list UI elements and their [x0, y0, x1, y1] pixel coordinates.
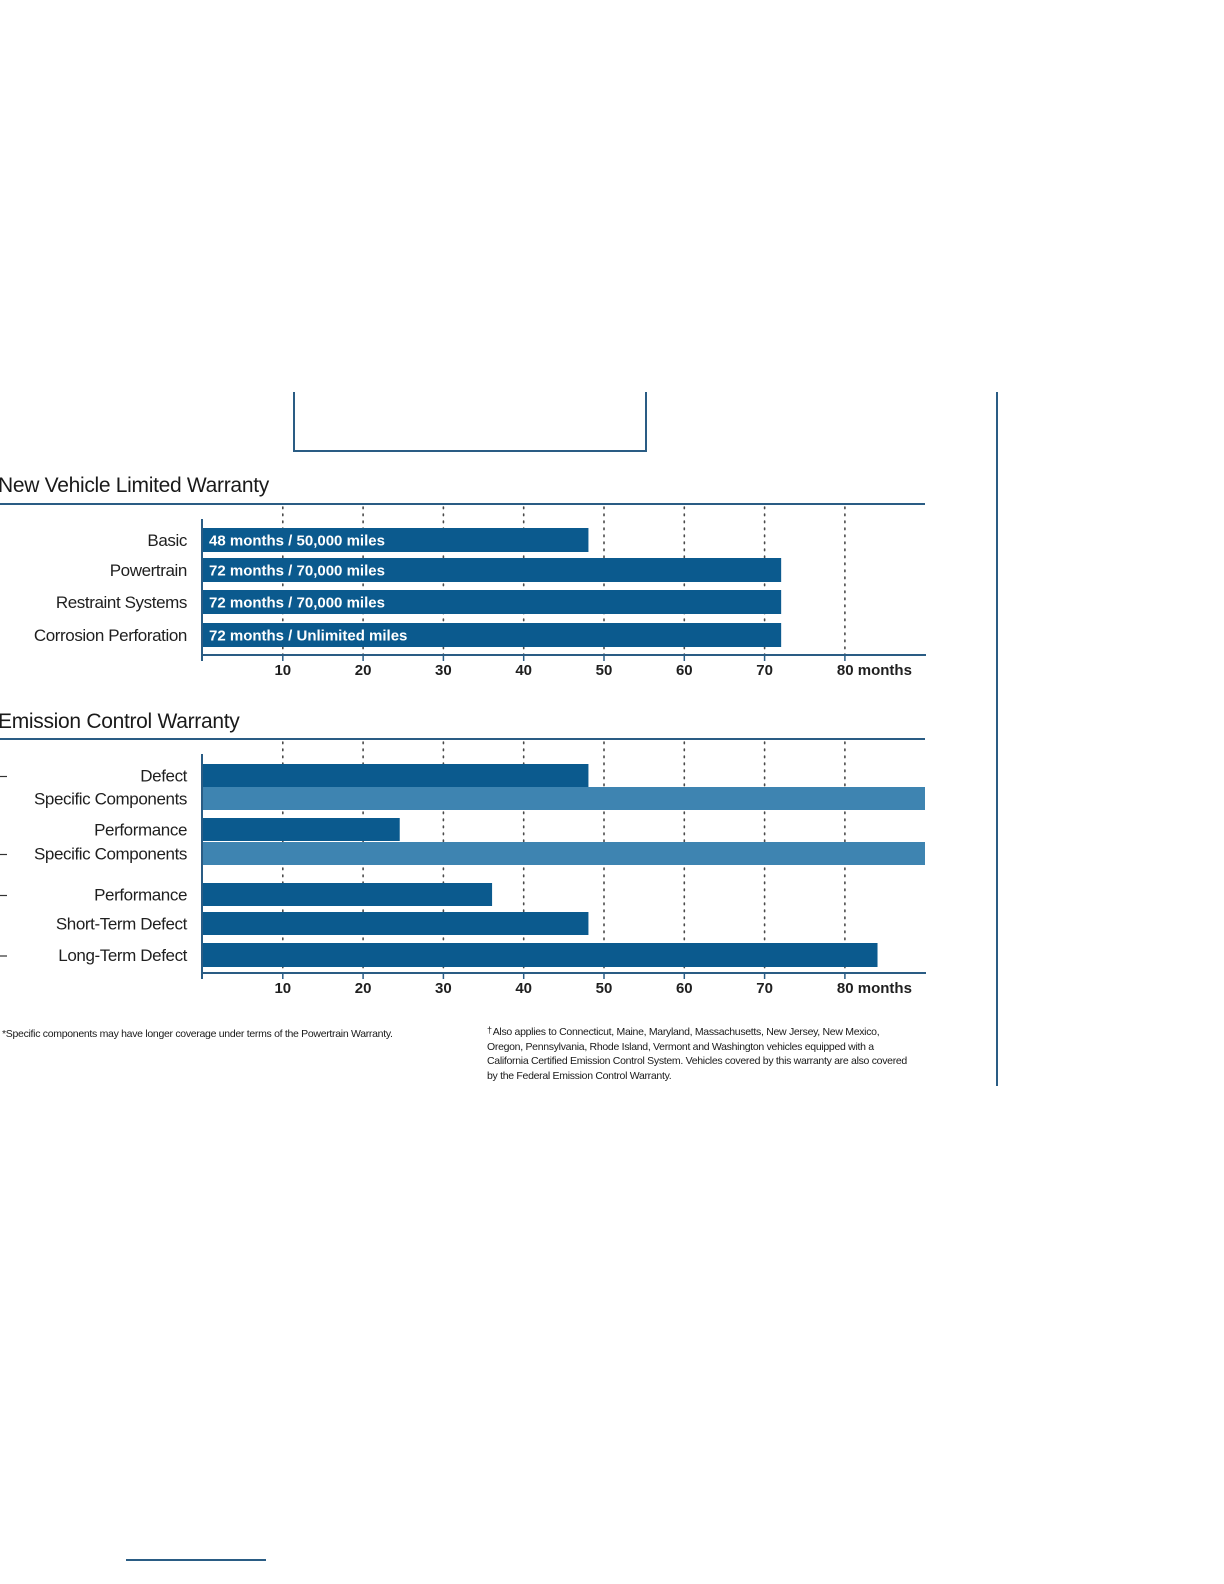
bar-1 — [203, 558, 782, 582]
bar-2 — [203, 590, 782, 614]
bottom-accent-rule — [126, 1559, 266, 1561]
dagger-mark: † — [487, 1025, 492, 1035]
tick-label-10: 10 — [274, 662, 291, 679]
tick-label-40: 40 — [515, 980, 532, 997]
category-label-6: Long-Term Defect — [58, 946, 187, 965]
bar-0 — [203, 764, 589, 787]
tick-label-40: 40 — [515, 662, 532, 679]
bar-6 — [203, 943, 878, 967]
tick-label-50: 50 — [596, 662, 613, 679]
tick-label-10: 10 — [274, 980, 291, 997]
bar-label-2: 72 months / 70,000 miles — [209, 595, 385, 612]
top-bracket-frame — [293, 392, 647, 452]
tick-label-60: 60 — [676, 980, 693, 997]
new-vehicle-warranty-title: New Vehicle Limited Warranty — [0, 474, 269, 497]
category-label-5: Short-Term Defect — [56, 915, 188, 934]
bar-label-3: 72 months / Unlimited miles — [209, 628, 407, 645]
bar-2 — [203, 818, 400, 841]
tick-label-20: 20 — [355, 980, 372, 997]
tick-label-30: 30 — [435, 980, 452, 997]
footnote-states-text: Also applies to Connecticut, Maine, Mary… — [487, 1026, 907, 1082]
emission-title-rule — [0, 738, 925, 740]
category-label-2: Performance — [94, 821, 187, 840]
new-vehicle-title-rule — [0, 503, 925, 505]
footnote-states: †Also applies to Connecticut, Maine, Mar… — [487, 1025, 907, 1083]
emission-warranty-title: Emission Control Warranty — [0, 710, 240, 733]
tick-label-80: 80 months — [837, 980, 912, 997]
tick-label-70: 70 — [756, 980, 773, 997]
category-label-4: Performance — [94, 886, 187, 905]
category-label-1: Powertrain — [110, 561, 187, 580]
bar-4 — [203, 883, 493, 906]
tick-label-70: 70 — [756, 662, 773, 679]
category-label-3: Specific Components — [34, 845, 187, 864]
tick-label-50: 50 — [596, 980, 613, 997]
category-label-1: Specific Components — [34, 790, 187, 809]
bar-3 — [203, 842, 925, 865]
tick-label-80: 80 months — [837, 662, 912, 679]
category-label-0: Basic — [147, 531, 187, 550]
bar-5 — [203, 912, 589, 935]
bar-3 — [203, 623, 782, 647]
bar-0 — [203, 528, 589, 552]
bar-1 — [203, 787, 925, 810]
page-vertical-rule — [996, 392, 998, 1086]
category-label-2: Restraint Systems — [56, 593, 187, 612]
bar-label-1: 72 months / 70,000 miles — [209, 563, 385, 580]
tick-label-20: 20 — [355, 662, 372, 679]
tick-label-60: 60 — [676, 662, 693, 679]
new-vehicle-warranty-chart: 48 months / 50,000 miles Basic 72 months /… — [34, 506, 926, 679]
tick-label-30: 30 — [435, 662, 452, 679]
emission-warranty-chart: Defect Specific Components Performance Spec… — [0, 741, 926, 997]
category-label-3: Corrosion Perforation — [34, 626, 187, 645]
category-label-0: Defect — [140, 767, 187, 786]
footnote-specific-components: *Specific components may have longer cov… — [2, 1028, 393, 1040]
bar-label-0: 48 months / 50,000 miles — [209, 533, 385, 550]
